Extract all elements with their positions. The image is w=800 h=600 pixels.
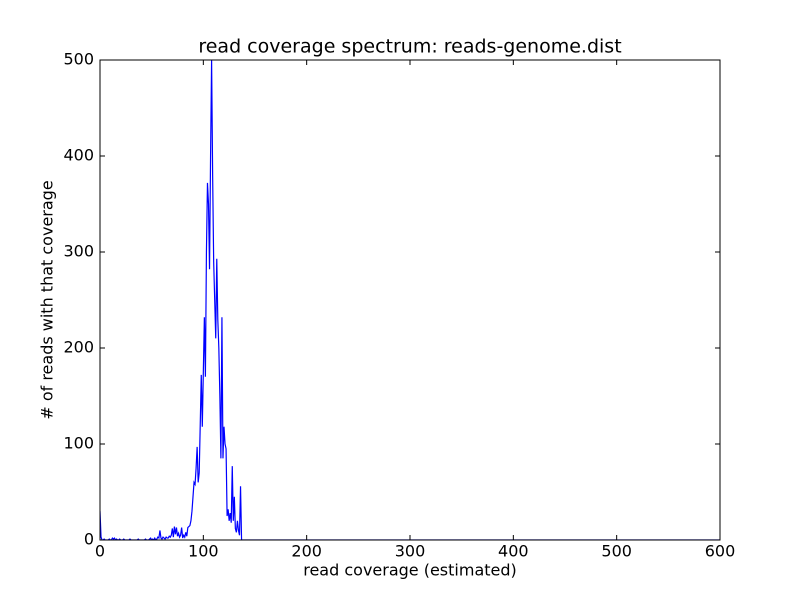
x-tick-label: 500 [601,542,632,561]
x-tick-label: 300 [395,542,426,561]
x-axis-label: read coverage (estimated) [303,561,517,580]
y-tick-label: 400 [63,146,94,165]
y-tick-label: 300 [63,242,94,261]
x-tick-label: 600 [705,542,736,561]
x-tick-label: 200 [291,542,322,561]
y-tick-label: 100 [63,434,94,453]
y-tick-label: 0 [84,530,94,549]
x-tick-label: 400 [498,542,529,561]
y-tick-label: 200 [63,338,94,357]
chart-title: read coverage spectrum: reads-genome.dis… [198,36,621,58]
y-axis-label: # of reads with that coverage [38,180,57,419]
y-tick-label: 500 [63,50,94,69]
x-tick-label: 100 [188,542,219,561]
x-tick-label: 0 [95,542,105,561]
